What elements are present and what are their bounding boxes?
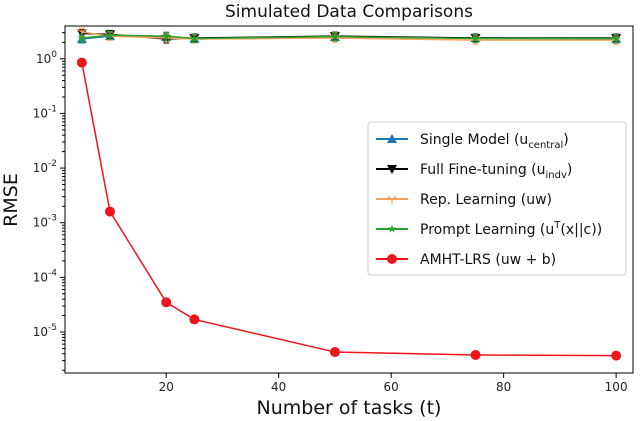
legend-item: Single Model (ucentral) — [376, 132, 569, 151]
x-axis: 20 40 60 80 100 — [159, 373, 628, 394]
legend-marker — [387, 254, 397, 264]
series-4 — [76, 57, 622, 361]
legend: Single Model (ucentral) Full Fine-tuning … — [367, 121, 627, 276]
data-point — [105, 30, 115, 39]
data-point — [77, 33, 87, 42]
y-axis-label: RMSE — [0, 173, 22, 227]
legend-item: AMHT-LRS (uw + b) — [376, 252, 556, 268]
data-point — [611, 350, 622, 361]
marker-arm — [81, 28, 87, 33]
y-tick-label: 10-5 — [33, 323, 57, 339]
x-tick-label: 100 — [605, 380, 628, 394]
data-point — [104, 206, 115, 217]
chart-title: Simulated Data Comparisons — [225, 2, 473, 22]
data-point — [161, 297, 172, 308]
legend-label: Rep. Learning (uw) — [420, 192, 552, 208]
legend-label: Single Model (ucentral) — [420, 132, 569, 151]
legend-box — [367, 121, 627, 276]
y-tick-label: 10-2 — [33, 159, 57, 175]
x-tick-label: 80 — [496, 380, 511, 394]
data-point — [329, 347, 340, 358]
legend-label: AMHT-LRS (uw + b) — [420, 252, 556, 268]
plot-frame — [64, 25, 634, 374]
x-axis-label: Number of tasks (t) — [257, 397, 442, 419]
data-point — [470, 349, 481, 360]
data-point — [76, 57, 87, 68]
marker-arm — [391, 195, 397, 200]
legend-label: Prompt Learning (uT(x||c)) — [420, 220, 602, 238]
series-3 — [77, 30, 621, 44]
y-tick-label: 100 — [36, 50, 57, 66]
legend-label: Full Fine-tuning (uindv) — [420, 162, 572, 181]
marker-arm — [387, 195, 393, 200]
data-point — [190, 34, 199, 43]
y-tick-label: 10-4 — [33, 268, 58, 284]
data-point — [189, 314, 200, 325]
data-point — [471, 34, 480, 43]
y-axis: 100 10-1 10-2 10-3 10-4 10-5 — [33, 32, 65, 371]
x-tick-label: 40 — [271, 380, 286, 394]
legend-marker — [387, 134, 397, 143]
marker-arm — [77, 28, 83, 33]
y-tick-label: 10-1 — [33, 104, 57, 120]
y-tick-label: 10-3 — [33, 214, 57, 230]
legend-marker — [387, 195, 397, 204]
legend-item: Full Fine-tuning (uindv) — [376, 162, 572, 181]
series-layer — [76, 27, 622, 361]
legend-item: Prompt Learning (uT(x||c)) — [376, 220, 602, 238]
data-point — [161, 31, 171, 40]
x-tick-label: 20 — [159, 380, 174, 394]
legend-marker — [387, 165, 397, 174]
legend-marker — [387, 224, 397, 233]
data-point — [330, 32, 340, 41]
data-point — [611, 34, 621, 43]
legend-item: Rep. Learning (uw) — [376, 192, 552, 208]
x-tick-label: 60 — [384, 380, 399, 394]
